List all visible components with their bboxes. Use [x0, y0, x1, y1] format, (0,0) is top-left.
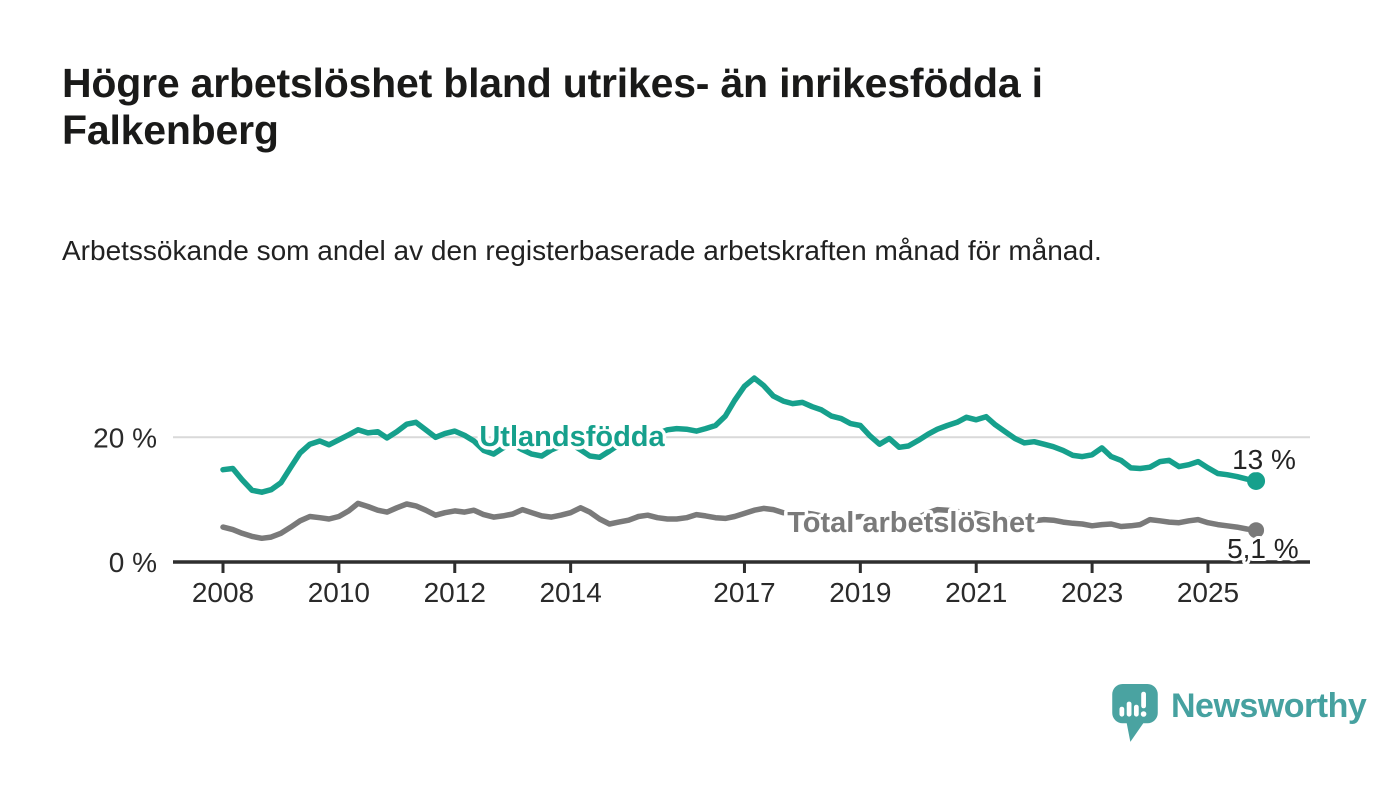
bar-3 [1133, 704, 1139, 717]
series-line-utlandsfodda [220, 375, 1259, 495]
newsworthy-logo-text: Newsworthy [1171, 687, 1367, 725]
end-value-label-total-arbetsloshet: 5,1 % [1227, 533, 1299, 564]
x-axis-tick-label-2021: 2021 [945, 577, 1007, 608]
x-axis-tick-label-2023: 2023 [1061, 577, 1123, 608]
y-axis-tick-label-0: 0 % [109, 547, 157, 578]
x-axis-tick-label-2010: 2010 [308, 577, 370, 608]
end-dot-total-arbetsloshet [1248, 522, 1265, 539]
page-title: Högre arbetslöshet bland utrikes- än inr… [62, 60, 1043, 153]
series-line-total-arbetsloshet [220, 500, 1259, 542]
x-axis-tick-label-2014: 2014 [539, 577, 601, 608]
x-axis-tick-label-2008: 2008 [192, 577, 254, 608]
x-axis-tick-label-2019: 2019 [829, 577, 891, 608]
y-axis-tick-label-20: 20 % [93, 422, 157, 453]
bar-2 [1126, 701, 1132, 717]
bar-1 [1119, 706, 1125, 717]
x-axis-tick-label-2012: 2012 [424, 577, 486, 608]
end-dot-utlandsfodda [1247, 471, 1266, 490]
exclamation-bar [1141, 691, 1146, 709]
series-label-total-arbetsloshet: Total arbetslöshet [787, 507, 1035, 539]
newsworthy-logo: Newsworthy [1112, 684, 1367, 744]
page-subtitle: Arbetssökande som andel av den registerb… [62, 235, 1102, 266]
exclamation-dot [1140, 711, 1147, 717]
x-axis-tick-label-2017: 2017 [713, 577, 775, 608]
series-label-utlandsfodda: Utlandsfödda [479, 421, 665, 453]
end-value-label-utlandsfodda: 13 % [1232, 444, 1296, 475]
x-axis-tick-label-2025: 2025 [1177, 577, 1239, 608]
bar-chart-speech-bubble-icon [1112, 684, 1158, 742]
